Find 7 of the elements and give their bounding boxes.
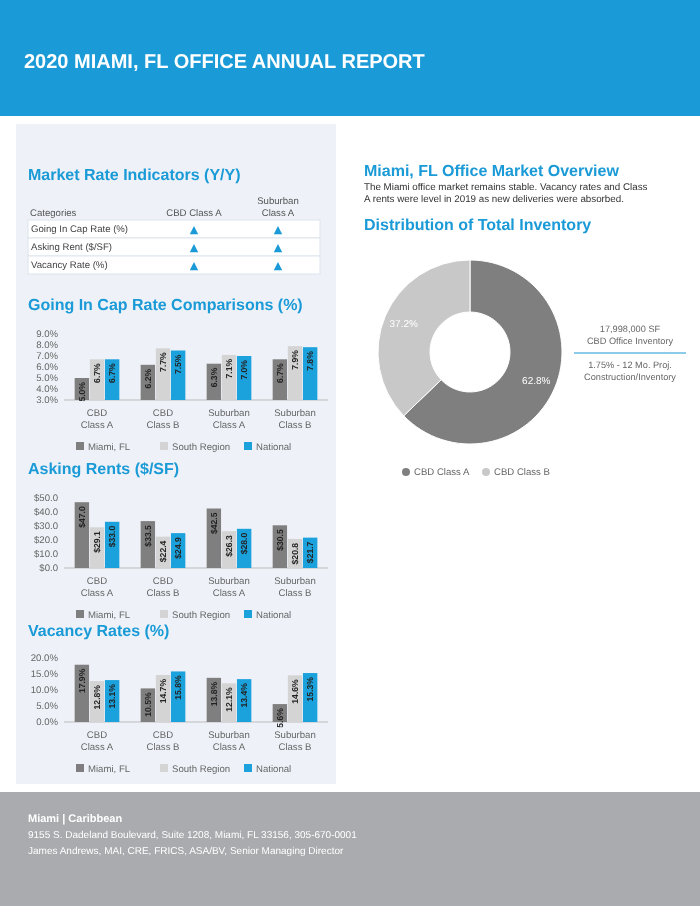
chart-title: Asking Rents ($/SF) — [28, 460, 180, 478]
text: Market Rate Indicators (Y/Y) — [28, 166, 242, 184]
text: 2020 MIAMI, FL OFFICE ANNUAL REPORT — [24, 52, 425, 74]
text: Miami, FL Office Market Overview — [364, 162, 621, 180]
chart-title: Distribution of Total Inventory — [364, 216, 593, 234]
chart-title: Vacancy Rates (%) — [28, 622, 171, 640]
chart-title: Going In Cap Rate Comparisons (%) — [28, 296, 304, 314]
